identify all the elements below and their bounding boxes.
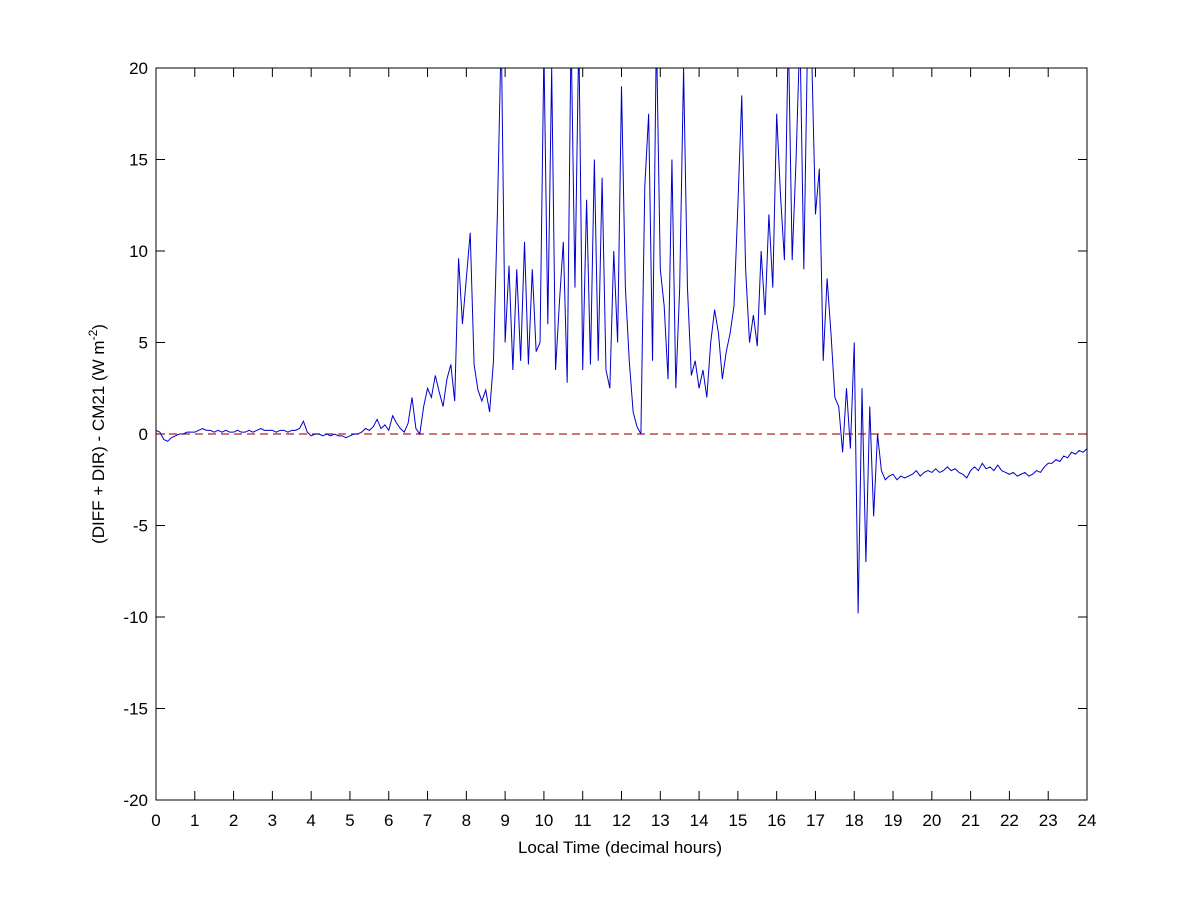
x-tick-label: 13: [651, 811, 670, 830]
x-tick-label: 14: [690, 811, 709, 830]
y-tick-label: -15: [123, 700, 148, 719]
x-tick-label: 23: [1039, 811, 1058, 830]
x-tick-label: 22: [1000, 811, 1019, 830]
y-tick-label: -10: [123, 608, 148, 627]
x-tick-label: 8: [462, 811, 471, 830]
y-tick-label: 10: [129, 242, 148, 261]
x-tick-label: 2: [229, 811, 238, 830]
x-tick-label: 6: [384, 811, 393, 830]
x-tick-label: 24: [1078, 811, 1097, 830]
x-tick-label: 12: [612, 811, 631, 830]
x-tick-label: 3: [268, 811, 277, 830]
y-tick-label: 5: [139, 334, 148, 353]
x-tick-label: 20: [922, 811, 941, 830]
y-axis-label: (DIFF + DIR) - CM21 (W m-2): [86, 324, 108, 544]
x-axis-label: Local Time (decimal hours): [518, 838, 722, 857]
y-tick-label: 20: [129, 59, 148, 78]
x-tick-label: 15: [728, 811, 747, 830]
x-tick-label: 11: [574, 811, 592, 830]
x-tick-label: 21: [961, 811, 980, 830]
x-tick-label: 17: [806, 811, 825, 830]
y-tick-label: -20: [123, 791, 148, 810]
x-tick-label: 0: [151, 811, 160, 830]
x-tick-label: 4: [306, 811, 315, 830]
y-axis-label-suffix: ): [89, 324, 108, 330]
x-tick-label: 16: [767, 811, 786, 830]
x-tick-label: 7: [423, 811, 432, 830]
data-line: [156, 68, 1087, 614]
x-tick-label: 18: [845, 811, 864, 830]
y-tick-label: 15: [129, 151, 148, 170]
x-tick-label: 10: [534, 811, 553, 830]
x-tick-label: 9: [500, 811, 509, 830]
plot-frame: [155, 67, 1088, 801]
x-tick-label: 5: [345, 811, 354, 830]
y-tick-label: -5: [133, 517, 148, 536]
y-axis-label-superscript: -2: [86, 329, 100, 340]
x-tick-label: 19: [884, 811, 903, 830]
y-tick-label: 0: [139, 425, 148, 444]
y-axis-label-text: (DIFF + DIR) - CM21 (W m: [89, 340, 108, 544]
x-tick-label: 1: [190, 811, 199, 830]
